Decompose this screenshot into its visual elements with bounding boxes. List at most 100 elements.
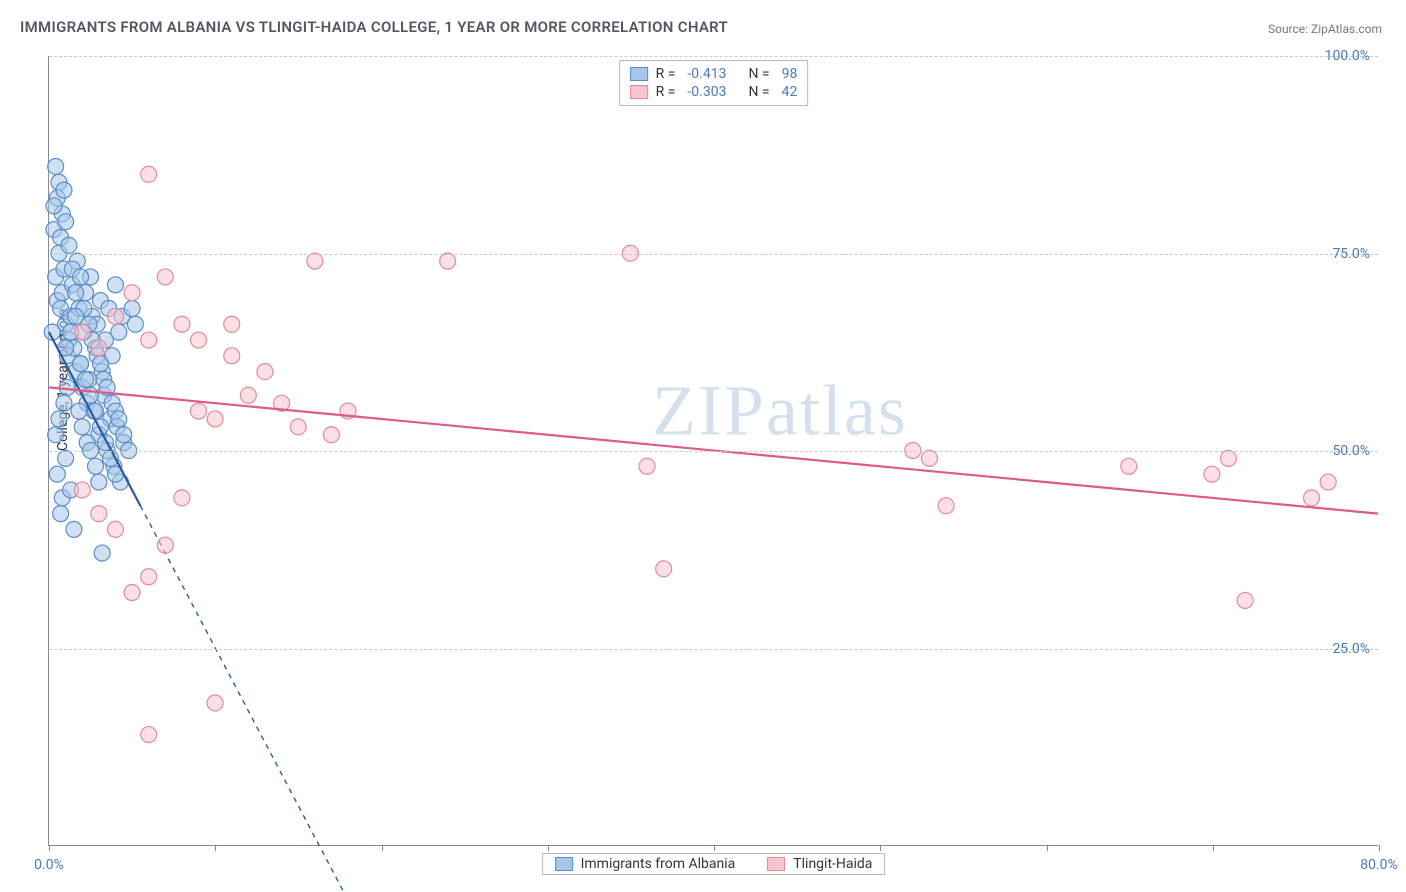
scatter-point	[1220, 450, 1236, 466]
x-tick-label: 80.0%	[1360, 857, 1398, 873]
series-legend-label: Immigrants from Albania	[581, 856, 736, 872]
scatter-point	[66, 521, 82, 537]
scatter-point	[1304, 490, 1320, 506]
source-attribution: Source: ZipAtlas.com	[1268, 22, 1382, 36]
scatter-point	[78, 372, 94, 388]
scatter-point	[938, 498, 954, 514]
scatter-point	[88, 458, 104, 474]
scatter-point	[224, 348, 240, 364]
scatter-point	[49, 466, 65, 482]
legend-n-label: N =	[748, 66, 769, 82]
scatter-point	[107, 277, 123, 293]
scatter-point	[68, 308, 84, 324]
scatter-point	[191, 332, 207, 348]
scatter-point	[157, 269, 173, 285]
scatter-point	[1204, 466, 1220, 482]
scatter-point	[48, 158, 64, 174]
scatter-point	[124, 300, 140, 316]
scatter-point	[124, 285, 140, 301]
scatter-point	[290, 419, 306, 435]
scatter-point	[91, 474, 107, 490]
legend-swatch	[555, 857, 573, 871]
x-tick	[1213, 845, 1214, 851]
scatter-point	[48, 427, 64, 443]
scatter-point	[240, 387, 256, 403]
scatter-point	[68, 285, 84, 301]
gridline	[49, 254, 1378, 255]
legend-swatch	[767, 857, 785, 871]
scatter-point	[1121, 458, 1137, 474]
scatter-point	[46, 198, 62, 214]
scatter-point	[61, 237, 77, 253]
scatter-point	[207, 695, 223, 711]
legend-r-label: R =	[656, 66, 676, 82]
scatter-point	[257, 364, 273, 380]
y-tick-label: 75.0%	[1332, 246, 1370, 262]
trend-line-dashed	[140, 506, 348, 892]
scatter-point	[58, 214, 74, 230]
scatter-point	[74, 482, 90, 498]
scatter-point	[1320, 474, 1336, 490]
scatter-point	[107, 308, 123, 324]
legend-n-value: 42	[782, 84, 798, 100]
legend-r-value: -0.413	[687, 66, 726, 82]
scatter-point	[224, 316, 240, 332]
legend-n-value: 98	[782, 66, 798, 82]
scatter-point	[111, 324, 127, 340]
scatter-point	[157, 537, 173, 553]
scatter-point	[127, 316, 143, 332]
scatter-point	[94, 545, 110, 561]
scatter-point	[111, 411, 127, 427]
legend-swatch	[630, 67, 648, 81]
scatter-point	[73, 356, 89, 372]
scatter-point	[59, 379, 75, 395]
x-tick	[382, 845, 383, 851]
series-legend-item: Tlingit-Haida	[767, 856, 872, 872]
scatter-point	[921, 450, 937, 466]
y-tick-label: 100.0%	[1325, 48, 1370, 64]
scatter-point	[116, 427, 132, 443]
scatter-point	[323, 427, 339, 443]
scatter-point	[124, 585, 140, 601]
y-tick-label: 50.0%	[1332, 443, 1370, 459]
scatter-point	[174, 490, 190, 506]
plot-area: College, 1 year or more ZIPatlas R =-0.4…	[48, 56, 1378, 846]
gridline	[49, 451, 1378, 452]
x-tick	[49, 845, 50, 851]
x-tick	[1379, 845, 1380, 851]
chart-title: IMMIGRANTS FROM ALBANIA VS TLINGIT-HAIDA…	[20, 18, 728, 36]
scatter-point	[91, 506, 107, 522]
scatter-point	[71, 403, 87, 419]
scatter-point	[174, 316, 190, 332]
series-legend-item: Immigrants from Albania	[555, 856, 736, 872]
scatter-point	[141, 166, 157, 182]
scatter-point	[1237, 592, 1253, 608]
scatter-point	[51, 411, 67, 427]
series-legend-label: Tlingit-Haida	[793, 856, 872, 872]
gridline	[49, 56, 1378, 57]
x-tick	[880, 845, 881, 851]
scatter-point	[91, 340, 107, 356]
legend-r-value: -0.303	[687, 84, 726, 100]
scatter-point	[74, 324, 90, 340]
scatter-point	[74, 419, 90, 435]
x-tick	[215, 845, 216, 851]
scatter-point	[107, 521, 123, 537]
x-tick	[1047, 845, 1048, 851]
scatter-point	[141, 332, 157, 348]
scatter-point	[207, 411, 223, 427]
scatter-point	[656, 561, 672, 577]
scatter-point	[141, 569, 157, 585]
scatter-point	[56, 395, 72, 411]
legend-swatch	[630, 85, 648, 99]
legend-row: R =-0.303N =42	[630, 83, 798, 101]
y-tick-label: 25.0%	[1332, 641, 1370, 657]
scatter-point	[58, 450, 74, 466]
legend-row: R = -0.413 N = 98	[630, 65, 798, 83]
scatter-point	[639, 458, 655, 474]
scatter-point	[56, 182, 72, 198]
scatter-point	[93, 356, 109, 372]
x-tick-label: 0.0%	[34, 857, 64, 873]
x-tick	[548, 845, 549, 851]
legend-r-label: R =	[656, 84, 676, 100]
